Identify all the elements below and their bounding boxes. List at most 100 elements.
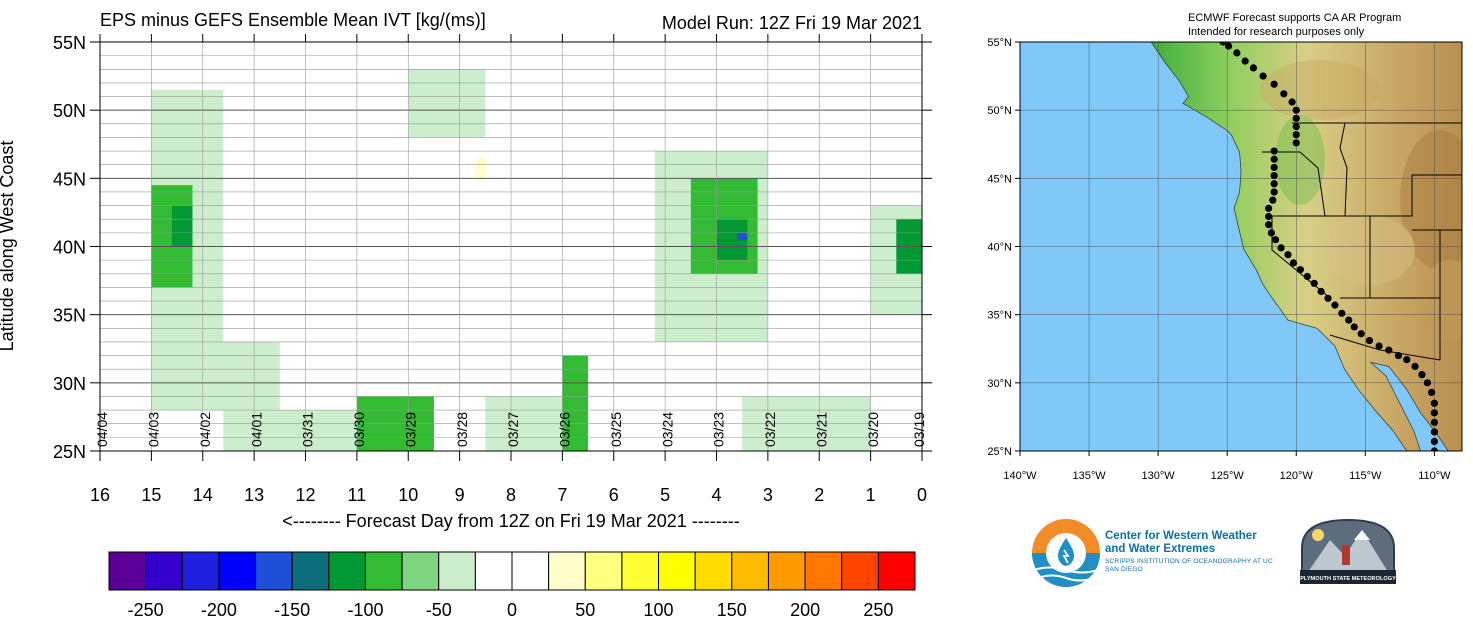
colorbar [108, 551, 916, 591]
colorbar-swatch [767, 551, 806, 591]
date-label: 03/24 [659, 412, 675, 447]
coast-point [1292, 122, 1300, 131]
coast-point [1430, 409, 1438, 417]
colorbar-swatch [804, 551, 843, 591]
map-x-tick-label: 130°W [1142, 470, 1176, 482]
colorbar-tick-label: 100 [644, 600, 674, 620]
hovmoller-title: EPS minus GEFS Ensemble Mean IVT [kg/(ms… [100, 10, 486, 30]
coast-point [1430, 418, 1438, 426]
coast-point [1271, 236, 1280, 244]
date-label: 03/19 [911, 412, 927, 447]
date-label: 03/29 [402, 412, 418, 447]
date-label: 03/26 [557, 412, 573, 447]
cw3e-logo-icon [1032, 519, 1100, 587]
x-tick-label: 10 [398, 485, 418, 505]
date-label: 03/23 [711, 412, 727, 447]
x-tick-label: 8 [506, 485, 516, 505]
coast-point [1403, 356, 1411, 364]
x-tick-label: 11 [348, 485, 367, 505]
colorbar-swatch [401, 551, 440, 591]
coast-point [1233, 49, 1241, 57]
map-y-tick-label: 25°N [987, 446, 1012, 458]
hovmoller-gridlines [100, 42, 922, 451]
coast-point [1375, 342, 1383, 350]
y-tick-label: 55N [53, 33, 86, 53]
hovmoller-y-ticks: 25N 30N 35N 40N 45N 50N 55N [53, 33, 932, 462]
map-y-ticks: 25°N 30°N 35°N 40°N 45°N 50°N 55°N [987, 37, 1020, 458]
coast-point [1324, 294, 1332, 302]
coast-point [1292, 131, 1300, 139]
date-label: 04/03 [146, 412, 162, 447]
colorbar-swatch [218, 551, 257, 591]
coast-point [1289, 259, 1298, 267]
coast-point [1385, 346, 1393, 354]
colorbar-swatch [328, 551, 366, 591]
map-x-tick-label: 140°W [1003, 470, 1037, 482]
colorbar-swatch [255, 551, 293, 591]
map-y-tick-label: 35°N [987, 310, 1012, 322]
hovmoller-x-ticks: 16 15 14 13 12 11 10 9 8 7 6 5 4 3 2 1 0 [90, 34, 927, 505]
colorbar-tick-label: 250 [863, 600, 893, 620]
date-label: 03/22 [762, 412, 778, 447]
ivt-region [151, 341, 280, 411]
map-area [1020, 42, 1462, 451]
colorbar-tick-label: -50 [426, 600, 452, 620]
colorbar-swatch [108, 551, 147, 591]
coast-point [1423, 379, 1432, 387]
colorbar-tick-label: 0 [507, 600, 517, 620]
coast-point [1270, 188, 1278, 196]
colorbar-tick-label: -100 [347, 600, 383, 620]
ivt-region [171, 205, 193, 247]
colorbar-tick-label: -150 [274, 600, 310, 620]
coast-point [1259, 72, 1267, 80]
coast-point [1219, 42, 1227, 46]
coast-point [1270, 80, 1278, 88]
coast-point [1310, 279, 1318, 287]
coast-point [1241, 57, 1249, 65]
colorbar-swatch [364, 551, 403, 591]
colorbar-tick-label: -250 [128, 600, 164, 620]
coast-point [1267, 229, 1275, 237]
ivt-region [408, 69, 486, 138]
hovmoller-date-labels: 04/04 04/03 04/02 04/01 03/31 03/30 03/29 03/28… [94, 412, 927, 447]
cw3e-logo-subtitle: SCRIPPS INSTITUTION OF OCEANOGRAPHY AT U… [1105, 558, 1273, 573]
coast-points [1219, 42, 1438, 451]
coast-point [1292, 139, 1300, 147]
x-tick-label: 2 [814, 485, 824, 505]
coast-point [1303, 272, 1311, 281]
x-tick-label: 1 [866, 485, 876, 505]
colorbar-swatch [291, 551, 330, 591]
colorbar-tick-label: 50 [575, 600, 595, 620]
y-tick-label: 25N [53, 442, 86, 462]
colorbar-swatch [584, 551, 623, 591]
coast-point [1350, 323, 1358, 331]
coast-point [1430, 437, 1438, 446]
cw3e-logo-name: Center for Western Weather and Water Ext… [1105, 530, 1257, 555]
coast-point [1394, 351, 1403, 360]
x-tick-label: 4 [711, 485, 721, 505]
date-label: 03/27 [505, 412, 521, 447]
map-subtitle: Intended for research purposes only [1188, 26, 1365, 38]
date-label: 03/30 [351, 412, 367, 447]
coast-point [1270, 172, 1278, 180]
colorbar-swatch [548, 551, 586, 591]
x-tick-label: 7 [557, 485, 567, 505]
coast-point [1280, 90, 1288, 98]
coast-point [1430, 447, 1438, 451]
date-label: 03/20 [865, 412, 881, 447]
colorbar-swatch [438, 551, 476, 591]
colorbar-swatch [181, 551, 220, 591]
map-title: ECMWF Forecast supports CA AR Program [1188, 12, 1401, 24]
x-tick-label: 0 [917, 485, 927, 505]
x-tick-label: 16 [90, 485, 110, 505]
x-tick-label: 5 [660, 485, 670, 505]
ivt-region [562, 355, 589, 451]
date-label: 04/04 [94, 412, 110, 447]
colorbar-swatch [841, 551, 879, 591]
coast-point [1292, 114, 1300, 122]
coast-point [1430, 428, 1438, 436]
date-label: 04/01 [248, 412, 264, 447]
colorbar-swatch [474, 551, 513, 591]
coast-point [1411, 362, 1419, 371]
x-tick-label: 6 [609, 485, 619, 505]
